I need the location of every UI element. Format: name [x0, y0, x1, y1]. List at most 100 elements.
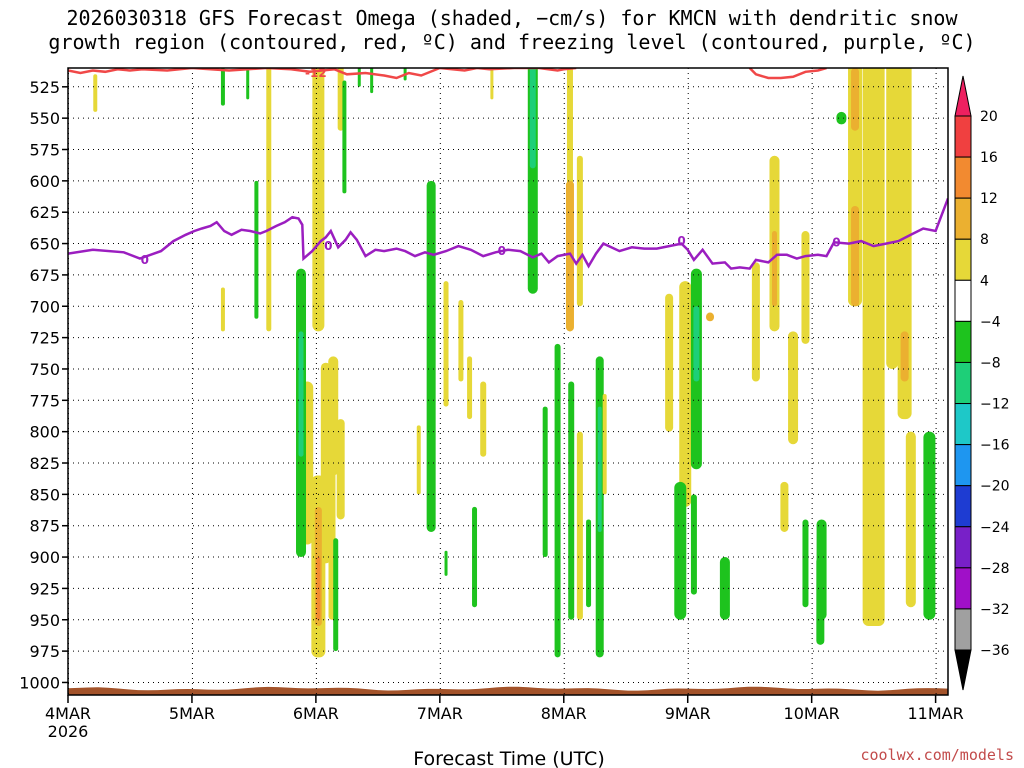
y-tick-label: 825 — [29, 454, 60, 473]
colorbar-swatch — [954, 197, 972, 240]
omega-shade — [576, 431, 583, 620]
omega-shade — [597, 406, 602, 532]
colorbar-swatch — [954, 361, 972, 405]
snow-growth-line-segment — [748, 68, 827, 80]
omega-shade — [312, 68, 325, 332]
omega-shade — [529, 68, 536, 169]
colorbar-label: 16 — [980, 150, 998, 166]
freezing-level-label: 0 — [677, 234, 685, 248]
plot-background — [68, 68, 948, 695]
omega-shade — [674, 481, 687, 620]
omega-shade — [836, 111, 847, 125]
omega-shade — [862, 68, 885, 627]
y-tick-label: 675 — [29, 266, 60, 285]
colorbar-swatch — [954, 608, 972, 651]
omega-shade — [816, 519, 827, 620]
colorbar-label: −4 — [980, 314, 1001, 330]
colorbar-swatch — [954, 444, 972, 487]
omega-shade — [905, 431, 916, 608]
x-tick-label: 5MAR — [169, 704, 215, 723]
omega-shade — [602, 394, 607, 495]
omega-shade — [780, 481, 789, 532]
y-tick-label: 875 — [29, 517, 60, 536]
colorbar-label: −16 — [980, 438, 1010, 454]
y-tick-label: 700 — [29, 297, 60, 316]
omega-shade — [886, 68, 899, 369]
freezing-level-label: 0 — [832, 235, 840, 249]
omega-shade — [336, 419, 345, 520]
omega-shade — [568, 381, 575, 620]
colorbar-top-arrow — [954, 75, 972, 117]
colorbar-swatch — [954, 567, 972, 610]
colorbar-label: −28 — [980, 561, 1010, 577]
y-tick-label: 950 — [29, 611, 60, 630]
colorbar-swatch — [954, 320, 972, 363]
colorbar: 20 16 12 8 4 −4 −8 −12 −16 −20 −24 −28 −32 −36 — [954, 75, 1010, 691]
omega-shade — [693, 306, 700, 382]
colorbar-bottom-arrow — [954, 649, 972, 691]
freezing-level-line — [68, 197, 948, 270]
title-line-1: 2026030318 GFS Forecast Omega (shaded, −… — [66, 6, 958, 30]
omega-shade — [751, 262, 760, 382]
y-tick-label: 550 — [29, 109, 60, 128]
colorbar-swatch — [954, 115, 972, 158]
colorbar-label: −12 — [980, 397, 1010, 413]
omega-shade — [923, 431, 936, 620]
snow-growth-label: -12 — [305, 66, 327, 80]
omega-shade — [586, 519, 592, 608]
x-tick-label: 4MAR — [45, 704, 91, 723]
omega-shade — [490, 68, 494, 100]
colorbar-swatch — [954, 238, 972, 281]
omega-shade — [403, 68, 407, 81]
plot-area — [68, 68, 948, 695]
x-year-label: 2026 — [48, 722, 89, 741]
x-tick-label: 11MAR — [907, 704, 963, 723]
y-tick-label: 750 — [29, 360, 60, 379]
omega-shade — [220, 287, 225, 332]
colorbar-swatch — [954, 279, 972, 322]
grid-lines — [68, 68, 948, 695]
ground-shape — [68, 686, 948, 695]
omega-shade — [93, 74, 98, 112]
omega-shade — [246, 68, 250, 100]
x-axis-label: Forecast Time (UTC) — [413, 748, 604, 768]
page-title: 2026030318 GFS Forecast Omega (shaded, −… — [0, 6, 1024, 54]
omega-shade — [298, 331, 304, 457]
omega-shade — [690, 494, 697, 595]
x-tick-label: 9MAR — [665, 704, 711, 723]
x-tick-label: 8MAR — [541, 704, 587, 723]
y-tick-label: 850 — [29, 485, 60, 504]
colorbar-label: −32 — [980, 602, 1010, 618]
omega-shade — [444, 550, 448, 576]
colorbar-swatch — [954, 485, 972, 528]
plot-frame — [67, 67, 949, 696]
omega-shade — [900, 331, 909, 382]
omega-shade — [426, 180, 436, 532]
snow-growth-line — [68, 68, 577, 80]
x-tick-label: 7MAR — [417, 704, 463, 723]
colorbar-label: 8 — [980, 232, 989, 248]
colorbar-swatch — [954, 403, 972, 446]
omega-shade — [771, 231, 777, 307]
omega-shade — [679, 281, 692, 507]
title-line-2: growth region (contoured, red, ºC) and f… — [48, 30, 976, 54]
omega-shade — [802, 519, 809, 608]
y-tick-label: 775 — [29, 391, 60, 410]
omega-shade — [719, 557, 730, 620]
omega-shade — [706, 312, 715, 322]
y-tick-label: 575 — [29, 141, 60, 160]
omega-shade — [337, 68, 344, 131]
y-tick-label: 600 — [29, 172, 60, 191]
freezing-level-label: 0 — [324, 239, 332, 253]
y-tick-label: 975 — [29, 642, 60, 661]
ground-terrain — [68, 686, 948, 695]
omega-shade — [467, 356, 473, 420]
omega-shade — [416, 425, 421, 495]
omega-shade — [788, 331, 799, 445]
x-tick-label: 10MAR — [784, 704, 840, 723]
credit-link[interactable]: coolwx.com/models — [860, 746, 1014, 764]
colorbar-label: −8 — [980, 355, 1001, 371]
contour-lines: 0 0 0 0 0 -12 — [68, 66, 948, 270]
omega-shade — [897, 68, 912, 420]
omega-shade — [480, 381, 487, 457]
